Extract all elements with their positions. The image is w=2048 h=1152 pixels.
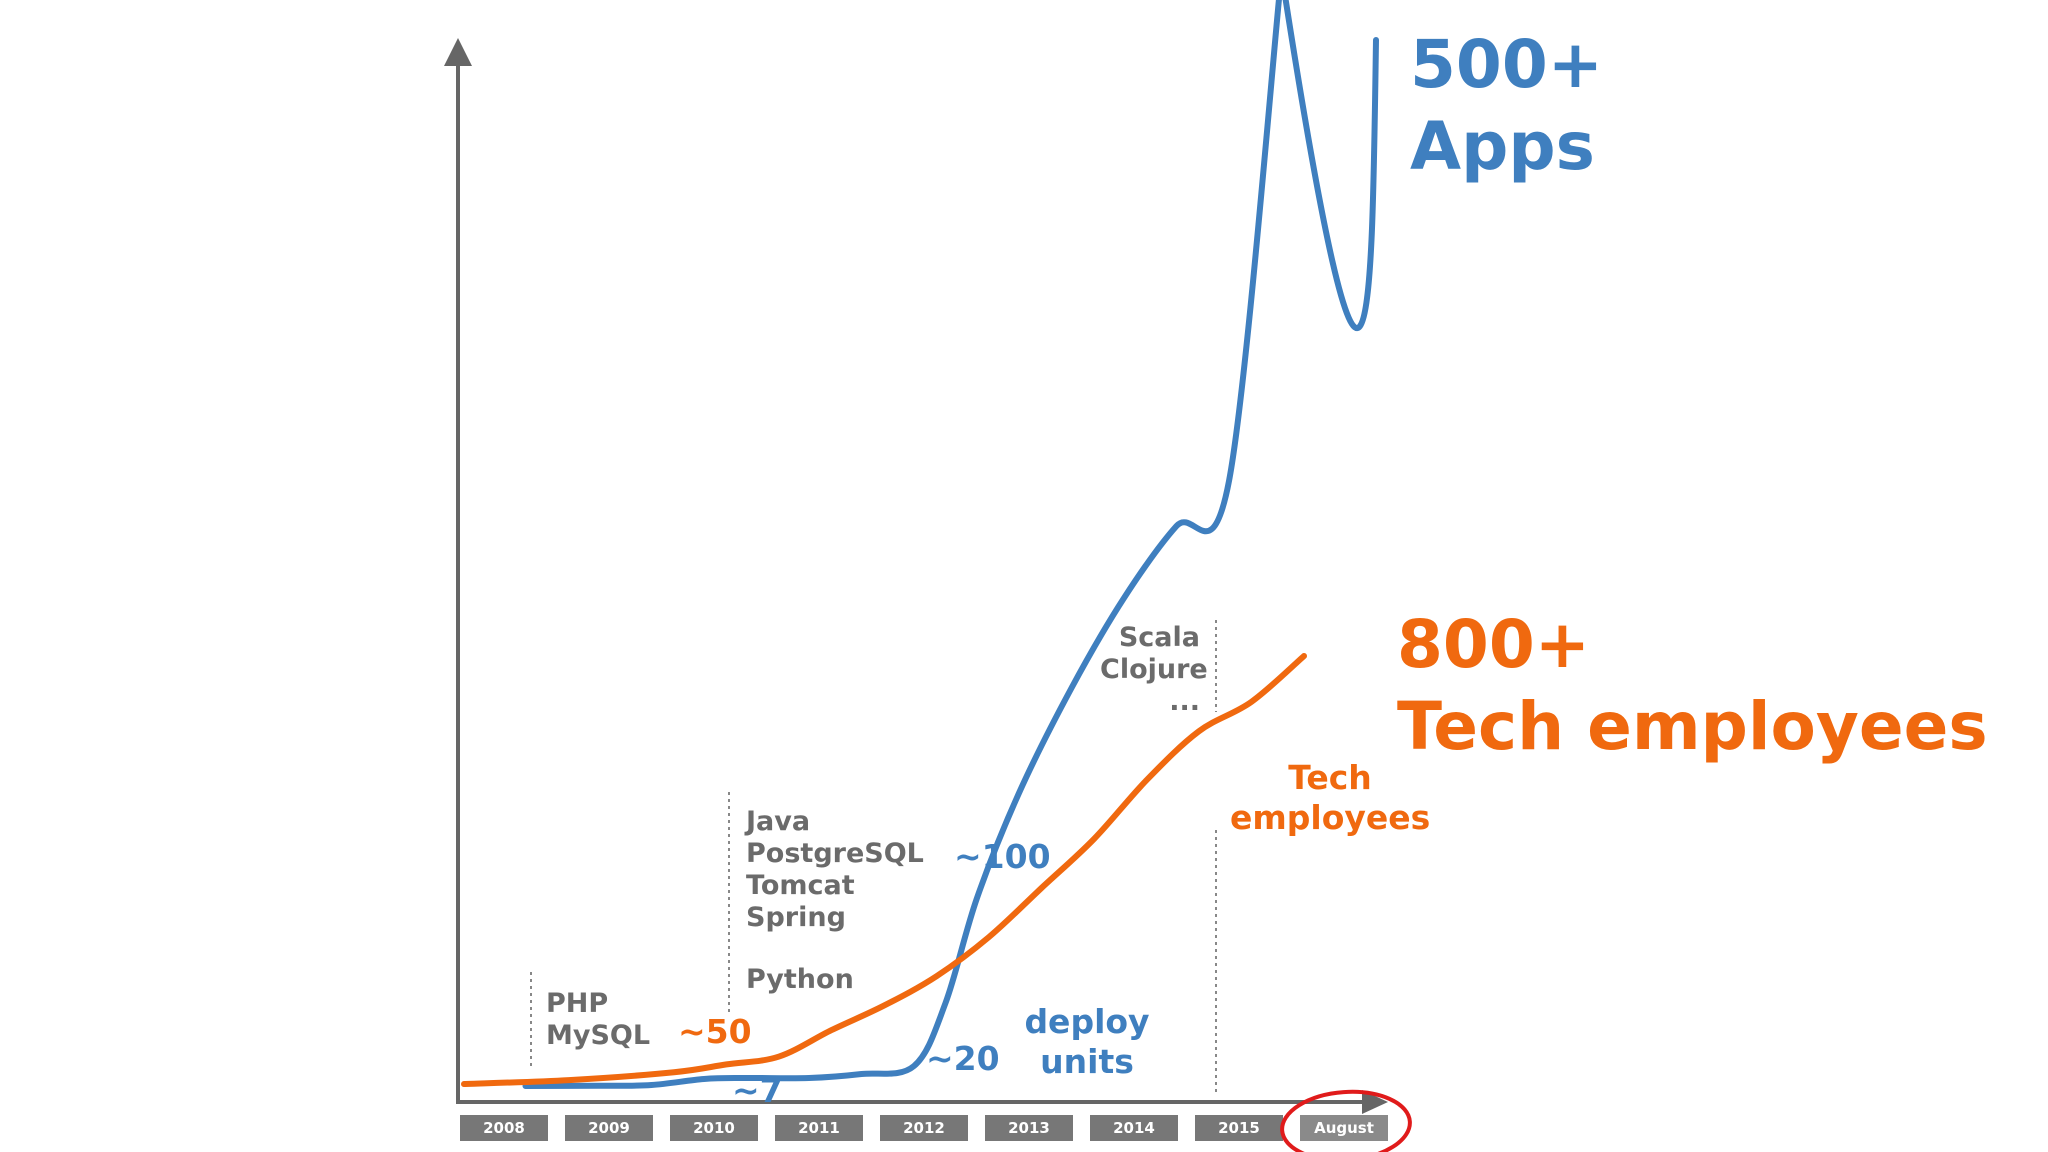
x-tick-box (880, 1115, 968, 1141)
stack-item: MySQL (546, 1020, 651, 1051)
apps-total-caption: Apps (1410, 108, 1595, 185)
x-tick-box (1090, 1115, 1178, 1141)
y-axis-arrow (444, 38, 472, 66)
tech-employees-line: Tech (1288, 758, 1372, 797)
x-tick-box (1195, 1115, 1283, 1141)
series-line-apps (522, 0, 1379, 1089)
series-line-tech-employees (461, 653, 1307, 1087)
stack-scala-clojure: Scala Clojure ... (1100, 622, 1208, 718)
apps-total-number: 500+ (1410, 26, 1604, 103)
x-tick-label: 2012 (903, 1119, 945, 1137)
x-tick-box (565, 1115, 653, 1141)
x-tick-label: 2010 (693, 1119, 735, 1137)
tech-employees-line: employees (1230, 798, 1431, 837)
apps-total-label: 500+ Apps (1410, 24, 1603, 188)
axes (444, 38, 1388, 1114)
x-tick-2011: 2011 (775, 1115, 863, 1141)
deploy-units-line: deploy (1024, 1002, 1150, 1041)
x-tick-label: 2009 (588, 1119, 630, 1137)
x-tick-2012: 2012 (880, 1115, 968, 1141)
apps-approx-7: ~7 (732, 1071, 783, 1110)
employees-total-number: 800+ (1397, 606, 1591, 683)
stack-item: PHP (546, 988, 609, 1019)
stack-item: Tomcat (746, 870, 855, 901)
x-tick-box (775, 1115, 863, 1141)
x-tick-2015: 2015 (1195, 1115, 1283, 1141)
deploy-units-line: units (1040, 1042, 1134, 1081)
stack-java: Java PostgreSQL Tomcat Spring (746, 806, 924, 934)
stack-item: Scala (1118, 622, 1200, 653)
stack-item: Java (746, 806, 811, 837)
x-tick-labels: 2008 2009 2010 2011 2012 2013 2014 2015 August (460, 1115, 1388, 1141)
stack-php-mysql: PHP MySQL (546, 988, 650, 1052)
tech-employees-label: Tech employees (1230, 758, 1430, 838)
stack-item: PostgreSQL (746, 838, 924, 869)
employees-approx-50: ~50 (678, 1012, 752, 1051)
x-tick-2009: 2009 (565, 1115, 653, 1141)
x-tick-box (670, 1115, 758, 1141)
x-tick-2008: 2008 (460, 1115, 548, 1141)
x-tick-box (1300, 1115, 1388, 1141)
series-lines (461, 0, 1379, 1089)
x-axis-arrow (1362, 1090, 1388, 1114)
stack-item: Clojure (1100, 654, 1208, 685)
apps-approx-100: ~100 (954, 837, 1051, 876)
x-tick-box (460, 1115, 548, 1141)
x-tick-label: August (1314, 1119, 1374, 1137)
stack-python: Python (746, 964, 854, 995)
x-tick-label: 2011 (798, 1119, 840, 1137)
deploy-units-label: deploy units (1012, 1002, 1162, 1082)
x-tick-label: 2013 (1008, 1119, 1050, 1137)
x-tick-2013: 2013 (985, 1115, 1073, 1141)
x-tick-2014: 2014 (1090, 1115, 1178, 1141)
employees-total-label: 800+ Tech employees (1397, 604, 1988, 768)
dividers (530, 620, 1217, 1094)
stack-item: ... (1169, 686, 1200, 717)
stack-item: Spring (746, 902, 846, 933)
employees-total-caption: Tech employees (1397, 688, 1988, 765)
x-tick-label: 2008 (483, 1119, 525, 1137)
highlight-circle (1280, 1089, 1412, 1152)
x-tick-box (985, 1115, 1073, 1141)
x-tick-label: 2014 (1113, 1119, 1155, 1137)
x-tick-2010: 2010 (670, 1115, 758, 1141)
apps-approx-20: ~20 (926, 1039, 1000, 1078)
x-tick-august: August (1300, 1115, 1388, 1141)
x-tick-label: 2015 (1218, 1119, 1260, 1137)
